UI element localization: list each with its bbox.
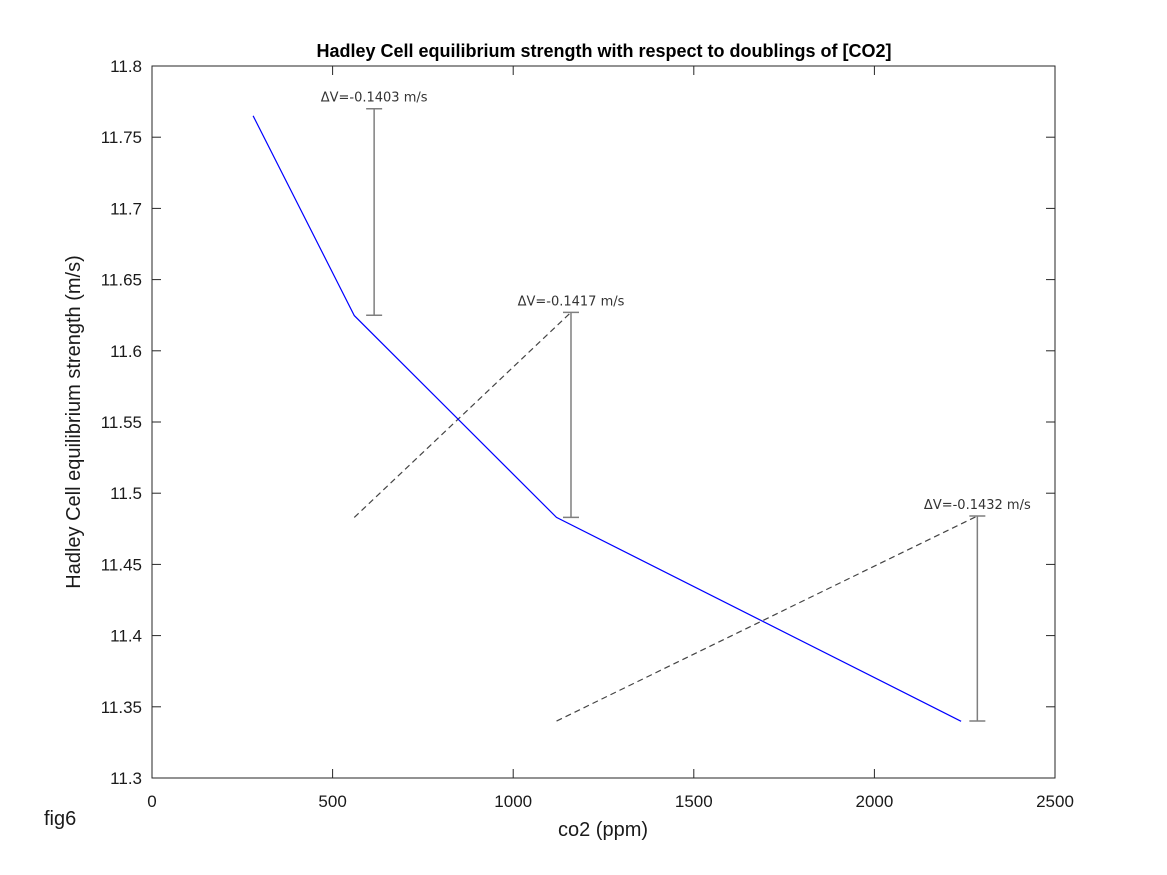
y-tick-label: 11.3 [110, 769, 142, 788]
y-tick-label: 11.5 [110, 484, 142, 503]
figure-label: fig6 [44, 808, 77, 830]
annotation-label: ΔV=-0.1417 m/s [518, 294, 625, 309]
y-axis-ticks: 11.3 11.35 11.4 11.45 11.5 11.55 11.6 11.65 11.7… [101, 57, 1055, 788]
series-line [252, 115, 962, 722]
y-tick-label: 11.7 [110, 199, 142, 218]
x-axis-ticks: 0 500 1000 1500 2000 2500 [147, 66, 1074, 811]
chart-title: Hadley Cell equilibrium strength with re… [316, 41, 891, 61]
annotation-dashed-connector [353, 311, 572, 518]
y-axis-label: Hadley Cell equilibrium strength (m/s) [63, 255, 85, 588]
x-tick-label: 0 [147, 792, 156, 811]
y-tick-label: 11.35 [101, 698, 142, 717]
annotation-dashed-connector [556, 515, 978, 722]
plot-frame [151, 65, 1056, 779]
y-tick-label: 11.45 [101, 555, 142, 574]
y-tick-label: 11.55 [101, 413, 142, 432]
x-tick-label: 1000 [494, 792, 532, 811]
y-tick-label: 11.65 [101, 271, 142, 290]
x-tick-label: 1500 [675, 792, 713, 811]
annotations-layer: ΔV=-0.1403 m/s ΔV=-0.1417 m/s ΔV=-0.1432 m… [321, 91, 1031, 722]
x-tick-label: 500 [318, 792, 346, 811]
x-tick-label: 2500 [1036, 792, 1074, 811]
y-tick-label: 11.6 [110, 342, 142, 361]
x-tick-label: 2000 [855, 792, 893, 811]
series-layer [252, 115, 962, 722]
y-tick-label: 11.4 [110, 627, 142, 646]
annotation-label: ΔV=-0.1432 m/s [924, 498, 1031, 513]
y-tick-label: 11.75 [101, 128, 142, 147]
y-tick-label: 11.8 [110, 57, 142, 76]
x-axis-label: co2 (ppm) [558, 819, 648, 841]
annotation-label: ΔV=-0.1403 m/s [321, 91, 428, 106]
